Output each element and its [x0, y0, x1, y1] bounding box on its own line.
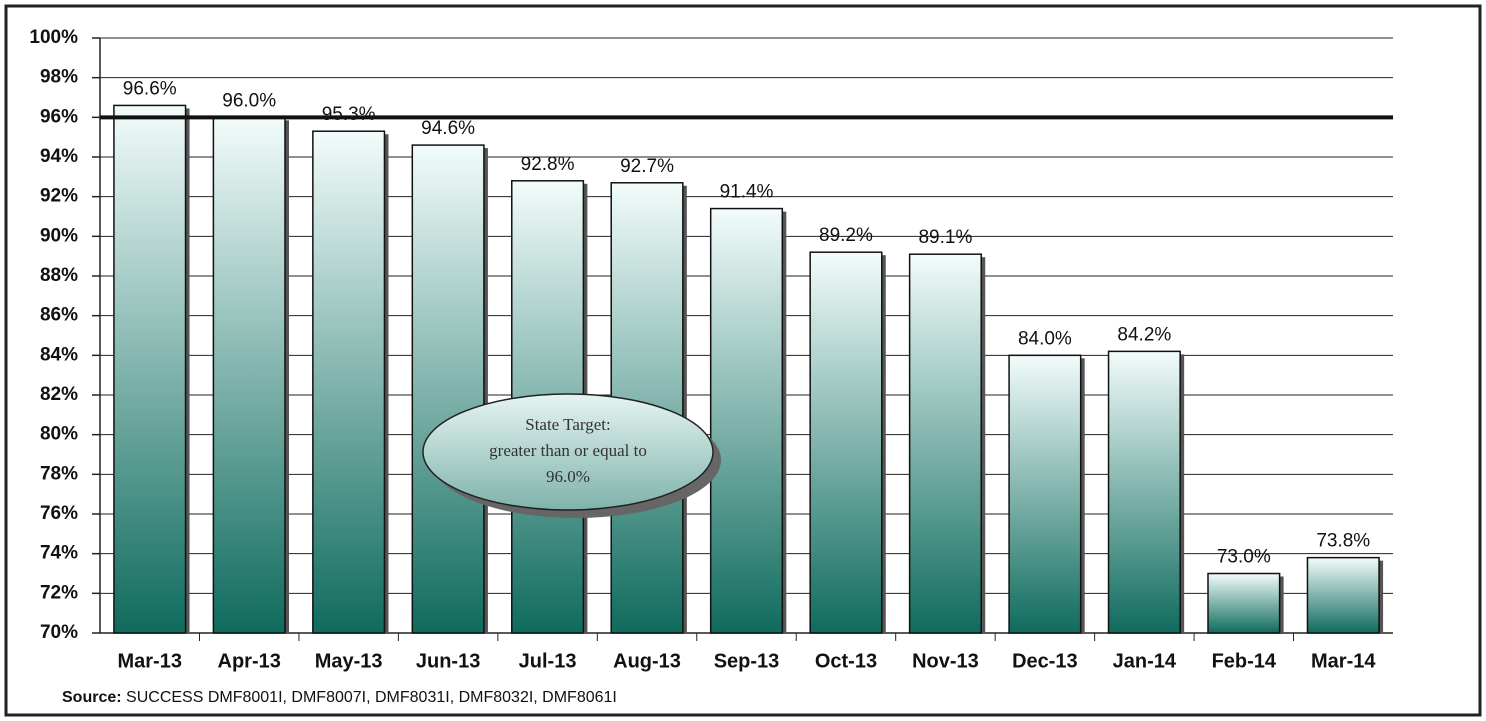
y-tick-label: 78%: [40, 463, 78, 484]
y-tick-label: 74%: [40, 543, 78, 564]
y-tick-label: 80%: [40, 424, 78, 445]
annotation-text: State Target:: [525, 415, 611, 434]
x-tick-label: Feb-14: [1212, 650, 1277, 672]
bar: [1207, 572, 1281, 634]
annotation-bubble: [422, 393, 714, 511]
x-tick-label: Oct-13: [815, 650, 877, 672]
bar: [809, 251, 883, 634]
bar: [212, 116, 286, 634]
y-tick-label: 98%: [40, 67, 78, 88]
x-tick-label: Aug-13: [613, 650, 681, 672]
y-tick-label: 96%: [40, 106, 78, 127]
value-label: 84.2%: [1117, 324, 1171, 345]
x-tick-label: Apr-13: [218, 650, 281, 672]
value-label: 96.6%: [123, 78, 177, 99]
x-tick-label: Jan-14: [1113, 650, 1177, 672]
source: Source: SUCCESS DMF8001I, DMF8007I, DMF8…: [62, 689, 617, 706]
y-tick-label: 88%: [40, 265, 78, 286]
y-tick-label: 72%: [40, 582, 78, 603]
value-label: 73.8%: [1316, 531, 1370, 552]
y-tick-label: 90%: [40, 225, 78, 246]
bar: [1107, 350, 1181, 634]
value-label: 92.7%: [620, 156, 674, 177]
x-tick-label: Jul-13: [519, 650, 577, 672]
value-label: 73.0%: [1217, 547, 1271, 568]
bar: [709, 207, 784, 634]
value-label: 84.0%: [1018, 328, 1072, 349]
source-text: SUCCESS DMF8001I, DMF8007I, DMF8031I, DM…: [126, 689, 617, 706]
value-label: 94.6%: [421, 118, 475, 139]
x-tick-label: Sep-13: [714, 650, 780, 672]
x-tick-label: Mar-13: [117, 650, 181, 672]
y-tick-label: 84%: [40, 344, 78, 365]
x-tick-label: Nov-13: [912, 650, 979, 672]
bar: [411, 144, 485, 634]
value-label: 96.0%: [222, 90, 276, 111]
y-tick-label: 100%: [29, 27, 78, 48]
x-tick-label: Mar-14: [1311, 650, 1376, 672]
value-label: 89.1%: [918, 227, 972, 248]
bar: [113, 104, 187, 634]
bar: [908, 253, 982, 634]
value-label: 89.2%: [819, 225, 873, 246]
bar: [1008, 354, 1082, 634]
bar: [312, 130, 386, 634]
bar: [1306, 556, 1380, 634]
value-label: 91.4%: [720, 182, 774, 203]
y-tick-label: 94%: [40, 146, 78, 167]
y-tick-label: 86%: [40, 305, 78, 326]
annotation-text: 96.0%: [546, 467, 590, 486]
x-tick-label: Dec-13: [1012, 650, 1078, 672]
source-label: Source:: [62, 689, 122, 706]
value-label: 92.8%: [521, 154, 575, 175]
y-tick-label: 70%: [40, 622, 78, 643]
value-label: 95.3%: [322, 104, 376, 125]
y-tick-label: 92%: [40, 186, 78, 207]
y-tick-label: 76%: [40, 503, 78, 524]
annotation-text: greater than or equal to: [489, 441, 647, 460]
x-tick-label: May-13: [315, 650, 383, 672]
y-tick-label: 82%: [40, 384, 78, 405]
x-tick-label: Jun-13: [416, 650, 480, 672]
